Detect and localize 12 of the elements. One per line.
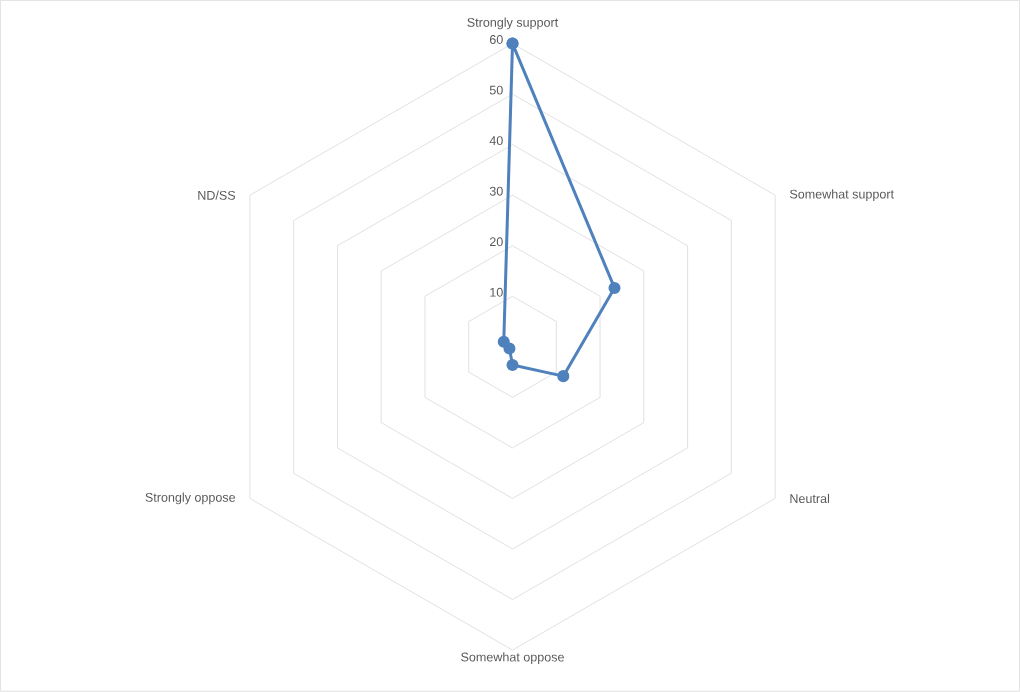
spoke-label: Strongly oppose [145,492,236,505]
spoke-label: Neutral [790,494,830,504]
y-tick-label: 10 [490,287,503,297]
y-tick-label: 60 [489,35,503,45]
y-tick-label: 20 [489,237,503,247]
y-tick-label: 30 [489,186,503,196]
y-tick-label: 50 [489,85,503,95]
y-tick-label: 40 [489,136,503,146]
spoke-label: Somewhat support [789,189,894,202]
spoke-label: Strongly support [467,17,559,30]
spoke-label: Somewhat oppose [461,652,564,665]
spoke-label: ND/SS [198,190,236,200]
